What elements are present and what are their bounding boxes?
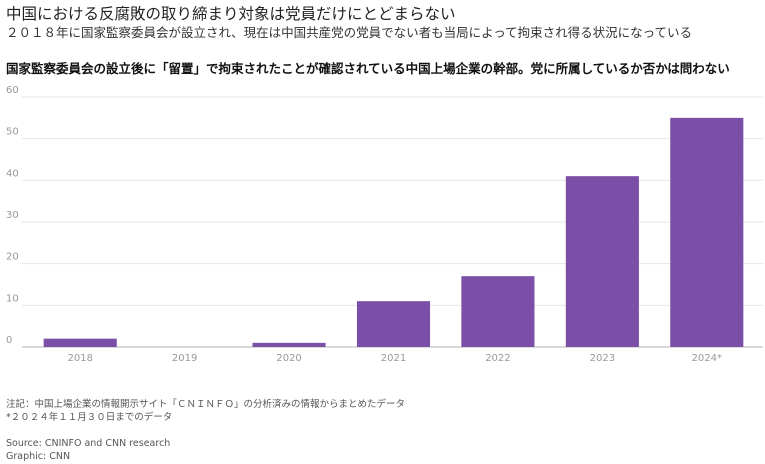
bar-2022 — [461, 276, 535, 347]
page-subtitle: ２０１８年に国家監察委員会が設立され、現在は中国共産党の党員でない者も当局によっ… — [6, 25, 693, 40]
x-tick-label: 2019 — [172, 353, 197, 364]
y-tick-label: 60 — [6, 85, 19, 96]
y-tick-label: 50 — [6, 127, 19, 138]
note-line: 注記：中国上場企業の情報開示サイト「ＣＮＩＮＦＯ」の分析済みの情報からまとめたデ… — [6, 399, 406, 410]
y-tick-label: 40 — [6, 168, 19, 179]
y-axis-ticks: 0 10 20 30 40 50 60 — [6, 85, 19, 346]
x-tick-label: 2022 — [485, 353, 510, 364]
bar-2021 — [356, 301, 431, 347]
y-tick-label: 30 — [6, 210, 19, 221]
bar-2023 — [565, 176, 639, 347]
bar-2024 — [670, 117, 744, 347]
gridlines — [22, 96, 763, 348]
note-line: *２０２４年１１月３０日までのデータ — [6, 412, 173, 423]
y-tick-label: 20 — [6, 252, 19, 263]
x-axis-ticks: 2018 2019 2020 2021 2022 2023 2024* — [67, 353, 722, 364]
bars — [43, 117, 744, 347]
x-tick-label: 2020 — [276, 353, 301, 364]
y-tick-label: 10 — [6, 293, 19, 304]
chart-notes: 注記：中国上場企業の情報開示サイト「ＣＮＩＮＦＯ」の分析済みの情報からまとめたデ… — [6, 398, 405, 424]
chart-title: 国家監察委員会の設立後に「留置」で拘束されたことが確認されている中国上場企業の幹… — [6, 61, 730, 76]
bar-2018 — [43, 338, 117, 347]
x-tick-label: 2021 — [381, 353, 406, 364]
bar-2020 — [252, 342, 326, 347]
y-tick-label: 0 — [6, 335, 12, 346]
x-tick-label: 2018 — [67, 353, 92, 364]
chart-source: Source: CNINFO and CNN research Graphic:… — [6, 437, 170, 463]
source-line: Source: CNINFO and CNN research — [6, 438, 171, 449]
graphic-credit: Graphic: CNN — [6, 451, 71, 462]
page-title: 中国における反腐敗の取り締まり対象は党員だけにとどまらない — [6, 5, 456, 23]
x-tick-label: 2024* — [692, 353, 722, 364]
x-tick-label: 2023 — [590, 353, 615, 364]
